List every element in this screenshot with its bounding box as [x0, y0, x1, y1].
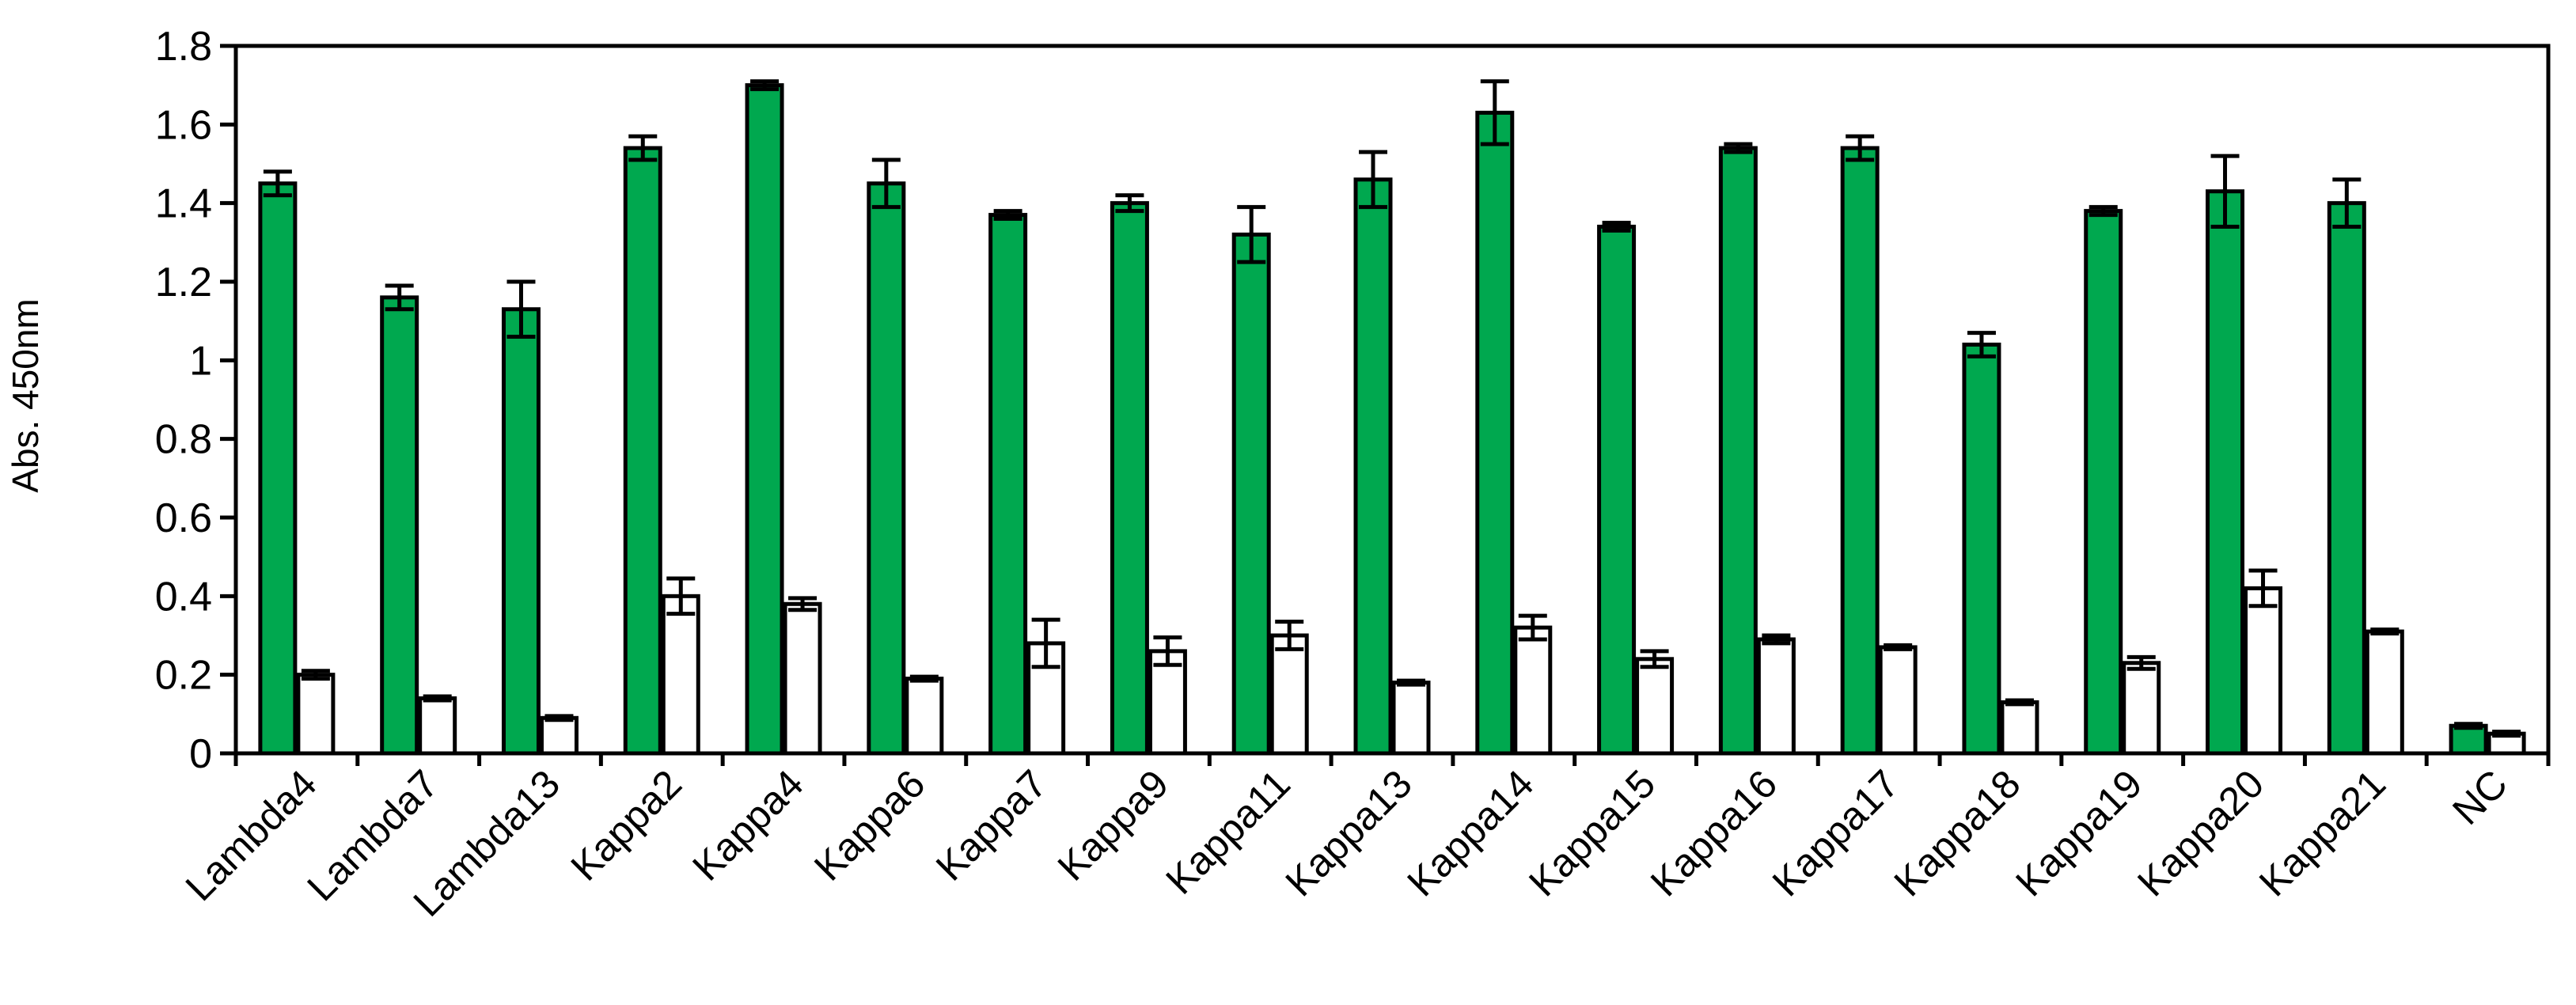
bar-green: [501, 307, 541, 756]
y-tick-label: 0.8: [155, 417, 212, 463]
bar-green: [380, 295, 419, 756]
bar-white: [1878, 645, 1918, 756]
bar-white: [2000, 700, 2039, 756]
bar-white: [1756, 637, 1796, 756]
bar-white: [1513, 625, 1553, 756]
bar-green: [1718, 146, 1758, 756]
bar-white: [296, 673, 336, 756]
bar-white: [1269, 633, 1309, 756]
bar-white: [783, 601, 822, 756]
bar-green: [2206, 189, 2245, 756]
bar-green: [2084, 209, 2123, 756]
x-tick-label: Kappa11: [1157, 761, 1299, 903]
x-tick-label: Kappa13: [1277, 761, 1421, 904]
y-tick-label: 1: [189, 338, 212, 384]
bar-green: [1475, 110, 1515, 756]
bar-white: [2122, 661, 2161, 756]
y-tick-label: 0.4: [155, 574, 212, 620]
bar-white: [1635, 657, 1675, 756]
x-tick-label: Kappa21: [2251, 761, 2394, 904]
x-tick-label: NC: [2444, 761, 2516, 833]
y-tick-label: 1.2: [155, 260, 212, 305]
x-tick-label: Kappa19: [2007, 761, 2150, 904]
x-tick-label: Kappa17: [1764, 761, 1907, 904]
y-tick-label: 1.6: [155, 102, 212, 148]
bar-green: [867, 181, 906, 756]
y-tick-label: 1.8: [155, 24, 212, 70]
bar-green: [1231, 232, 1271, 756]
bar-green: [1597, 224, 1637, 756]
y-tick-label: 0.2: [155, 653, 212, 699]
x-tick-label: Kappa20: [2129, 761, 2272, 904]
bar-green: [988, 213, 1028, 756]
x-tick-label: Kappa7: [928, 761, 1055, 889]
bar-white: [2365, 629, 2404, 756]
bar-green: [623, 146, 662, 756]
y-tick-label: 1.4: [155, 181, 212, 227]
bar-green: [1353, 177, 1393, 756]
x-tick-label: Kappa6: [806, 761, 933, 889]
bar-white: [905, 677, 944, 756]
plot-area: 00.20.40.60.811.21.41.61.8Lambda4Lambda7…: [155, 24, 2551, 925]
y-tick-label: 0.6: [155, 495, 212, 541]
x-tick-label: Kappa2: [563, 761, 690, 889]
y-axis-title: Abs. 450nm: [5, 298, 46, 492]
x-tick-label: Lambda4: [177, 761, 325, 909]
bar-white: [1391, 681, 1431, 756]
bar-green: [2449, 723, 2488, 756]
bar-green: [2327, 201, 2366, 756]
bar-green: [745, 83, 784, 756]
bar-green: [1840, 146, 1880, 756]
bar-white: [539, 715, 579, 756]
bar-white: [2244, 586, 2283, 756]
bar-green: [1110, 201, 1149, 756]
x-tick-label: Kappa15: [1520, 761, 1664, 904]
x-tick-label: Kappa14: [1398, 761, 1542, 904]
y-tick-label: 0: [189, 731, 212, 777]
x-tick-label: Kappa16: [1642, 761, 1785, 904]
x-tick-label: Kappa4: [684, 761, 811, 889]
bar-white: [418, 696, 457, 756]
bar-green: [1962, 342, 2001, 756]
bar-white: [661, 594, 700, 756]
x-tick-label: Kappa18: [1886, 761, 2029, 904]
bar-green: [258, 181, 298, 756]
